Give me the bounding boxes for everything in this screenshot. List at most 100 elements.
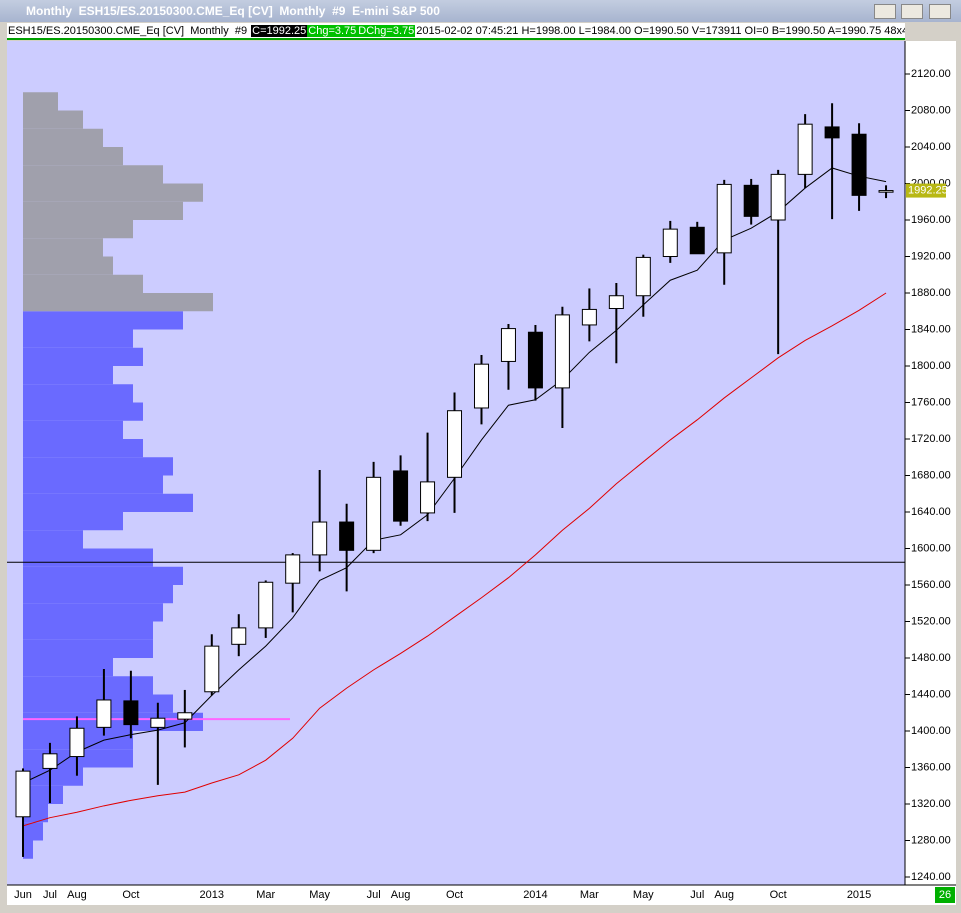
y-tick-label: 1680.00 (911, 469, 951, 481)
profile-bar (23, 530, 83, 549)
x-tick-label: Mar (580, 889, 599, 901)
candle-body (554, 314, 570, 389)
candle-body (15, 770, 31, 818)
y-tick-label: 1480.00 (911, 652, 951, 664)
y-tick-label: 1760.00 (911, 396, 951, 408)
profile-bar (23, 585, 173, 604)
profile-bar (23, 548, 153, 567)
profile-bar (23, 347, 143, 366)
profile-bar (23, 201, 183, 220)
candle-body (339, 521, 355, 551)
x-tick-label: 2015 (847, 889, 871, 901)
candle-body (204, 645, 220, 693)
y-tick-label: 1440.00 (911, 688, 951, 700)
profile-bar (23, 274, 143, 293)
y-tick-label: 1920.00 (911, 250, 951, 262)
close-field: C=1992.25 (251, 24, 308, 37)
candle-body (743, 184, 759, 217)
x-tick-label: Jul (43, 889, 57, 901)
y-tick-label: 1280.00 (911, 834, 951, 846)
profile-bar (23, 220, 133, 239)
y-tick-label: 1720.00 (911, 433, 951, 445)
x-tick-label: Aug (391, 889, 411, 901)
candle-body (473, 363, 489, 409)
x-tick-label: Aug (67, 889, 87, 901)
profile-bar (23, 384, 133, 403)
profile-bar (23, 256, 113, 275)
x-tick-label: 2014 (523, 889, 547, 901)
candle-body (258, 581, 274, 629)
maximize-button[interactable] (901, 4, 923, 19)
profile-bar (23, 566, 183, 585)
y-tick-label: 1880.00 (911, 287, 951, 299)
x-tick-label: Jul (690, 889, 704, 901)
last-price-box (906, 183, 946, 198)
y-tick-label: 1240.00 (911, 871, 951, 883)
x-tick-label: Mar (256, 889, 275, 901)
x-tick-label: Jun (14, 889, 32, 901)
profile-bar (23, 183, 203, 202)
candle-body (420, 481, 436, 514)
candle-body (608, 295, 624, 310)
x-tick-label: Jul (367, 889, 381, 901)
close-button[interactable] (929, 4, 951, 19)
candle-body (42, 753, 58, 769)
candle-body (69, 727, 85, 758)
candle-body (878, 190, 894, 193)
corner-box (935, 887, 955, 903)
symbol: ESH15/ES.20150300.CME_Eq [CV] Monthly #9 (8, 24, 251, 37)
y-tick-label: 1640.00 (911, 506, 951, 518)
y-tick-label: 1960.00 (911, 214, 951, 226)
profile-bar (23, 329, 133, 348)
time-axis (7, 885, 956, 905)
profile-bar (23, 475, 163, 494)
candle-body (797, 123, 813, 175)
candle-body (689, 226, 705, 255)
y-tick-label: 1320.00 (911, 798, 951, 810)
y-tick-label: 2080.00 (911, 104, 951, 116)
x-tick-label: Oct (446, 889, 463, 901)
candle-body (581, 308, 597, 326)
profile-bar (23, 128, 103, 147)
candle-body (851, 133, 867, 196)
candle-body (96, 699, 112, 728)
candle-body (150, 717, 166, 728)
candle-body (123, 700, 139, 726)
info-bar: ESH15/ES.20150300.CME_Eq [CV] Monthly #9… (7, 23, 905, 40)
profile-bar (23, 92, 58, 111)
minimize-button[interactable] (874, 4, 896, 19)
profile-bar (23, 512, 123, 531)
price-axis (905, 41, 956, 885)
y-tick-label: 1600.00 (911, 542, 951, 554)
y-tick-label: 1840.00 (911, 323, 951, 335)
profile-bar (23, 402, 143, 421)
profile-bar (23, 439, 143, 458)
profile-bar (23, 420, 123, 439)
last-price-label: 1992.25 (908, 184, 948, 196)
x-tick-label: May (633, 889, 654, 901)
x-tick-label: 2013 (200, 889, 224, 901)
y-tick-label: 2120.00 (911, 68, 951, 80)
profile-bar (23, 621, 153, 640)
profile-bar (23, 147, 123, 166)
y-tick-label: 1800.00 (911, 360, 951, 372)
y-tick-label: 1400.00 (911, 725, 951, 737)
profile-bar (23, 840, 33, 859)
candle-body (824, 126, 840, 139)
candle-body (716, 183, 732, 254)
profile-bar (23, 639, 153, 658)
y-tick-label: 1560.00 (911, 579, 951, 591)
y-tick-label: 1520.00 (911, 615, 951, 627)
candle-body (366, 476, 382, 551)
day-change-field: DChg=3.75 (357, 24, 416, 37)
x-tick-label: Oct (122, 889, 139, 901)
x-tick-label: Oct (770, 889, 787, 901)
y-tick-label: 1360.00 (911, 761, 951, 773)
candle-body (500, 328, 516, 362)
title-bar: Monthly ESH15/ES.20150300.CME_Eq [CV] Mo… (0, 0, 961, 22)
profile-bar (23, 767, 83, 786)
profile-bar (23, 658, 113, 677)
change-field: Chg=3.75 (307, 24, 358, 37)
